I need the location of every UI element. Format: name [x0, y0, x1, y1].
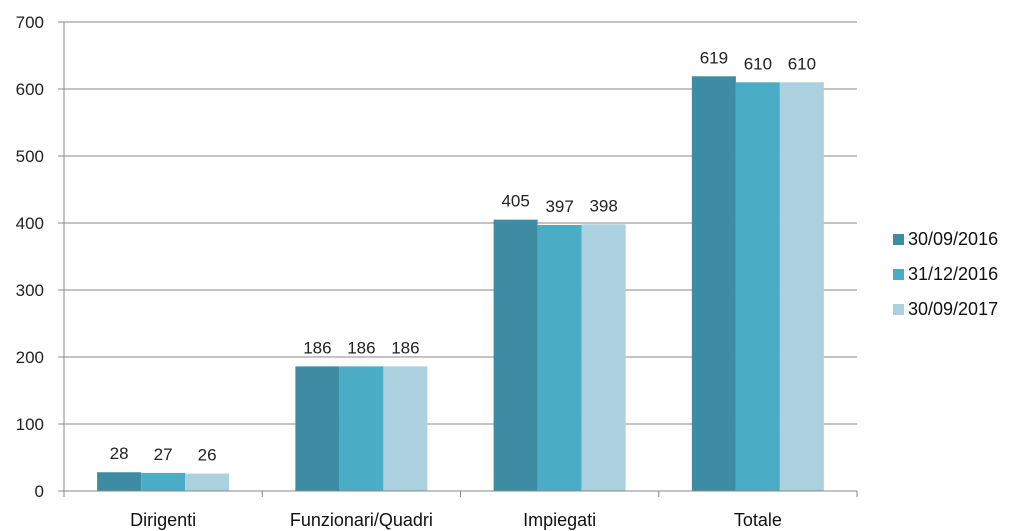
y-tick-label-100: 100 — [16, 415, 44, 434]
bar-2-1 — [537, 225, 582, 491]
y-tick-label-0: 0 — [35, 482, 44, 501]
bar-0-1 — [141, 472, 186, 491]
data-label-1-0: 186 — [303, 338, 331, 357]
bar-3-2 — [779, 82, 824, 492]
data-label-0-2: 26 — [198, 446, 217, 465]
legend-label-1: 31/12/2016 — [908, 264, 999, 284]
bar-0-2 — [185, 473, 230, 491]
data-labels: 28 27 26 186 186 186 405 397 398 619 610 610 — [110, 48, 816, 464]
legend-label-2: 30/09/2017 — [908, 299, 999, 319]
legend-swatch-0 — [893, 234, 904, 245]
x-tick-label-3: Totale — [734, 510, 782, 530]
data-label-0-0: 28 — [110, 444, 129, 463]
x-tick-label-1: Funzionari/Quadri — [290, 510, 433, 530]
legend-item-2: 30/09/2017 — [893, 292, 998, 327]
bar-3-0 — [691, 76, 736, 492]
data-label-3-2: 610 — [788, 54, 816, 73]
bar-0-0 — [97, 472, 142, 491]
x-tick-label-0: Dirigenti — [130, 510, 196, 530]
y-tick-label-400: 400 — [16, 214, 44, 233]
legend-swatch-1 — [893, 269, 904, 280]
bar-3-1 — [735, 82, 780, 492]
x-axis: Dirigenti Funzionari/Quadri Impiegati Total… — [63, 490, 858, 530]
data-label-3-0: 619 — [700, 48, 728, 67]
legend-item-0: 30/09/2016 — [893, 222, 998, 257]
x-tick-label-2: Impiegati — [523, 510, 596, 530]
gridlines — [64, 21, 857, 425]
data-label-0-1: 27 — [154, 445, 173, 464]
legend-label-0: 30/09/2016 — [908, 229, 999, 249]
data-label-2-2: 398 — [589, 196, 617, 215]
legend: 30/09/2016 31/12/2016 30/09/2017 — [893, 222, 998, 327]
data-label-2-1: 397 — [545, 197, 573, 216]
legend-swatch-2 — [893, 304, 904, 315]
data-label-1-2: 186 — [391, 338, 419, 357]
data-label-3-1: 610 — [744, 54, 772, 73]
bar-2-0 — [493, 219, 538, 491]
legend-item-1: 31/12/2016 — [893, 257, 998, 292]
y-tick-label-700: 700 — [16, 13, 44, 32]
bar-1-2 — [383, 366, 428, 491]
bar-1-1 — [339, 366, 384, 491]
data-label-1-1: 186 — [347, 338, 375, 357]
bar-2-2 — [581, 224, 626, 491]
bar-1-0 — [295, 366, 340, 491]
y-tick-label-600: 600 — [16, 80, 44, 99]
y-tick-label-300: 300 — [16, 281, 44, 300]
y-tick-label-500: 500 — [16, 147, 44, 166]
y-axis: 0 100 200 300 400 500 600 700 — [16, 13, 65, 501]
data-label-2-0: 405 — [501, 192, 529, 211]
y-tick-label-200: 200 — [16, 348, 44, 367]
bars — [97, 76, 824, 492]
